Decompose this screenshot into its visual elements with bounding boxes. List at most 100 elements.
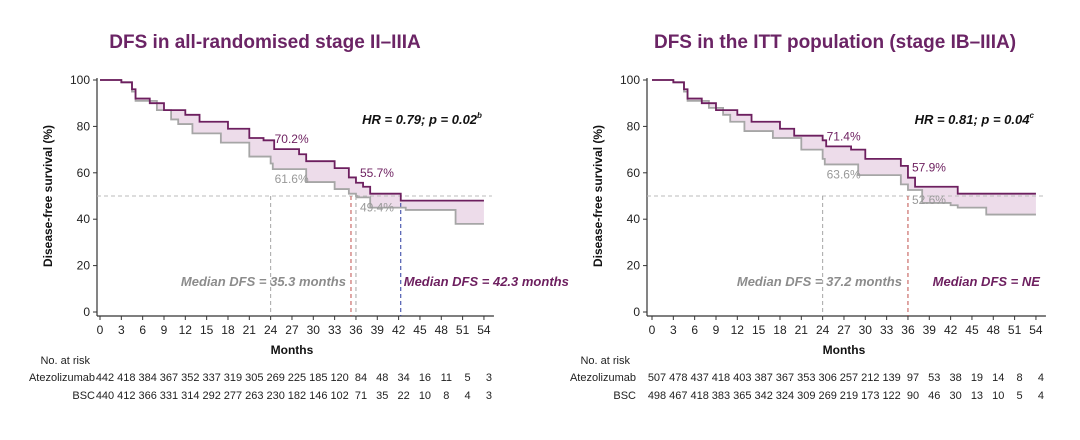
risk-count: 337	[202, 372, 220, 384]
risk-count: 331	[160, 390, 178, 402]
x-tick-label: 54	[1029, 323, 1043, 337]
difference-band	[652, 80, 1036, 215]
risk-count: 35	[376, 390, 388, 402]
chart-title: DFS in all-randomised stage II–IIIA	[109, 32, 421, 53]
risk-count: 324	[776, 390, 794, 402]
risk-count: 277	[224, 390, 242, 402]
x-tick-label: 45	[965, 323, 979, 337]
risk-count: 365	[733, 390, 751, 402]
risk-count: 353	[797, 372, 815, 384]
risk-count: 257	[840, 372, 858, 384]
risk-count: 19	[971, 372, 983, 384]
x-tick-label: 24	[264, 323, 278, 337]
risk-count: 16	[419, 372, 431, 384]
chart-title: DFS in the ITT population (stage IB–IIIA…	[654, 32, 1016, 53]
risk-count: 5	[465, 372, 471, 384]
risk-count: 383	[712, 390, 730, 402]
risk-count: 305	[245, 372, 263, 384]
risk-count: 10	[992, 390, 1004, 402]
y-tick-label: 0	[633, 305, 640, 319]
risk-count: 182	[288, 390, 306, 402]
y-tick-label: 20	[77, 259, 91, 273]
x-tick-label: 42	[392, 323, 406, 337]
risk-count: 225	[288, 372, 306, 384]
risk-count: 38	[949, 372, 961, 384]
x-tick-label: 48	[435, 323, 449, 337]
x-tick-label: 42	[944, 323, 958, 337]
risk-count: 366	[138, 390, 156, 402]
risk-row-label: BSC	[72, 390, 95, 402]
risk-count: 30	[949, 390, 961, 402]
x-tick-label: 0	[649, 323, 656, 337]
risk-count: 306	[818, 372, 836, 384]
risk-count: 4	[1038, 390, 1044, 402]
risk-count: 4	[1038, 372, 1044, 384]
x-tick-label: 15	[752, 323, 766, 337]
landmark-label: 57.9%	[912, 161, 946, 175]
risk-count: 403	[733, 372, 751, 384]
risk-count: 139	[882, 372, 900, 384]
atezolizumab-curve	[652, 79, 1036, 195]
landmark-label: 49.4%	[360, 200, 394, 214]
risk-count: 418	[690, 390, 708, 402]
risk-count: 478	[669, 372, 687, 384]
x-tick-label: 3	[118, 323, 125, 337]
risk-count: 22	[397, 390, 409, 402]
risk-count: 387	[754, 372, 772, 384]
risk-count: 84	[355, 372, 367, 384]
risk-count: 384	[138, 372, 156, 384]
risk-count: 4	[465, 390, 471, 402]
risk-count: 442	[96, 372, 114, 384]
median-atezolizumab-text: Median DFS = NE	[933, 274, 1041, 289]
risk-count: 309	[797, 390, 815, 402]
y-tick-label: 40	[627, 212, 641, 226]
x-tick-label: 3	[670, 323, 677, 337]
risk-count: 507	[648, 372, 666, 384]
risk-count: 97	[907, 372, 919, 384]
risk-count: 34	[397, 372, 409, 384]
difference-band	[100, 80, 484, 224]
chart-1: DFS in the ITT population (stage IB–IIIA…	[570, 32, 1046, 402]
risk-count: 8	[1017, 372, 1023, 384]
risk-count: 412	[117, 390, 135, 402]
risk-count: 314	[181, 390, 199, 402]
risk-count: 5	[1017, 390, 1023, 402]
y-tick-label: 100	[70, 73, 90, 87]
risk-count: 71	[355, 390, 367, 402]
x-axis-label: Months	[823, 343, 866, 357]
median-bsc-text: Median DFS = 37.2 months	[737, 274, 902, 289]
risk-count: 90	[907, 390, 919, 402]
risk-count: 3	[486, 372, 492, 384]
risk-count: 120	[330, 372, 348, 384]
x-tick-label: 12	[179, 323, 193, 337]
risk-table-header: No. at risk	[580, 355, 630, 367]
x-tick-label: 48	[987, 323, 1001, 337]
y-tick-label: 0	[83, 305, 90, 319]
risk-count: 440	[96, 390, 114, 402]
risk-count: 46	[928, 390, 940, 402]
x-tick-label: 30	[307, 323, 321, 337]
atezolizumab-curve	[100, 79, 484, 202]
x-tick-label: 36	[901, 323, 915, 337]
x-tick-label: 39	[923, 323, 937, 337]
chart-0: DFS in all-randomised stage II–IIIA 0 20 40…	[29, 32, 569, 402]
y-tick-label: 40	[77, 212, 91, 226]
x-tick-label: 36	[349, 323, 363, 337]
hazard-ratio-footnote: b	[477, 111, 482, 120]
risk-count: 173	[861, 390, 879, 402]
risk-count: 14	[992, 372, 1004, 384]
x-tick-label: 39	[371, 323, 385, 337]
median-bsc-text: Median DFS = 35.3 months	[181, 274, 346, 289]
risk-count: 3	[486, 390, 492, 402]
risk-count: 292	[202, 390, 220, 402]
landmark-label: 61.6%	[275, 172, 309, 186]
risk-count: 498	[648, 390, 666, 402]
risk-count: 53	[928, 372, 940, 384]
bsc-curve	[652, 79, 1036, 216]
risk-count: 352	[181, 372, 199, 384]
x-tick-label: 51	[1008, 323, 1022, 337]
risk-row-label: BSC	[613, 390, 636, 402]
hazard-ratio-value: HR = 0.79; p = 0.02	[362, 112, 478, 127]
risk-count: 219	[840, 390, 858, 402]
